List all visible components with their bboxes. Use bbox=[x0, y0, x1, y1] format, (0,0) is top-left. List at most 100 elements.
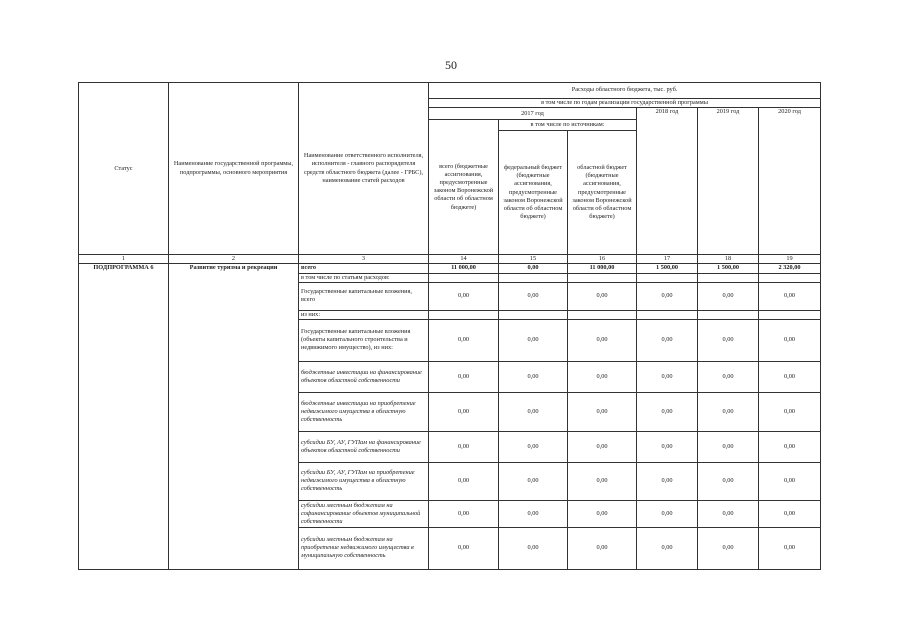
value-cell: 0,00 bbox=[498, 499, 568, 528]
row-label: Государственные капитальные вложения (об… bbox=[298, 318, 429, 362]
value-cell bbox=[757, 309, 822, 320]
table-row: Государственные капитальные вложения (об… bbox=[79, 318, 822, 362]
value-cell: 1 500,00 bbox=[636, 263, 698, 274]
header-by-years: в том числе по годам реализации государс… bbox=[427, 97, 822, 109]
value-cell bbox=[757, 272, 822, 283]
row-label: Государственные капитальные вложения, вс… bbox=[298, 281, 429, 311]
value-cell: 0,00 bbox=[498, 263, 568, 274]
value-cell: 0,00 bbox=[636, 461, 698, 501]
status-cell: ПОДПРОГРАММА 6 bbox=[78, 263, 169, 570]
column-number: 18 bbox=[697, 254, 759, 265]
value-cell: 0,00 bbox=[757, 281, 822, 311]
value-cell: 0,00 bbox=[697, 360, 759, 393]
row-label: из них: bbox=[298, 309, 429, 320]
value-cell: 0,00 bbox=[567, 391, 637, 432]
row-label: субсидии местным бюджетам на софинансиро… bbox=[298, 499, 429, 528]
page-number: 50 bbox=[445, 58, 457, 72]
value-cell: 0,00 bbox=[636, 318, 698, 362]
value-cell bbox=[498, 309, 568, 320]
program-cell: Развитие туризма и рекреации bbox=[168, 263, 299, 570]
budget-table: Статус Наименование государственной прог… bbox=[78, 81, 822, 570]
value-cell: 0,00 bbox=[428, 360, 499, 393]
value-cell: 0,00 bbox=[697, 281, 759, 311]
value-cell: 0,00 bbox=[498, 318, 568, 362]
value-cell: 0,00 bbox=[697, 430, 759, 463]
value-cell: 0,00 bbox=[757, 318, 822, 362]
table-row: ПОДПРОГРАММА 6 Развитие туризма и рекреац… bbox=[78, 263, 822, 570]
value-cell: 0,00 bbox=[636, 281, 698, 311]
value-cell: 0,00 bbox=[697, 461, 759, 501]
table-row: из них: bbox=[79, 309, 822, 320]
value-cell: 0,00 bbox=[757, 430, 822, 463]
value-cell: 0,00 bbox=[757, 461, 822, 501]
column-number: 1 bbox=[78, 254, 169, 265]
column-number: 15 bbox=[498, 254, 568, 265]
row-label: бюджетные инвестиции на финансирование о… bbox=[298, 360, 429, 393]
value-cell bbox=[567, 309, 637, 320]
value-cell: 1 500,00 bbox=[697, 263, 759, 274]
header-2020: 2020 год bbox=[757, 107, 822, 256]
value-cell: 0,00 bbox=[498, 526, 568, 570]
value-cell: 0,00 bbox=[567, 499, 637, 528]
value-cell: 0,00 bbox=[697, 318, 759, 362]
column-number: 14 bbox=[428, 254, 499, 265]
row-label: субсидии БУ, АУ, ГУПам на финансирование… bbox=[298, 430, 429, 463]
value-cell bbox=[636, 309, 698, 320]
value-cell: 0,00 bbox=[498, 430, 568, 463]
value-cell: 0,00 bbox=[697, 526, 759, 570]
value-cell bbox=[428, 309, 499, 320]
header-status: Статус bbox=[78, 81, 169, 256]
header-by-sources: в том числе по источникам: bbox=[498, 119, 637, 132]
table-row: субсидии БУ, АУ, ГУПам на приобретение н… bbox=[79, 461, 822, 501]
value-cell: 0,00 bbox=[498, 461, 568, 501]
row-label: бюджетные инвестиции на приобретение нед… bbox=[298, 391, 429, 432]
header-total: всего (бюджетные ассигнования, предусмот… bbox=[428, 119, 499, 256]
header-federal: федеральный бюджет (бюджетные ассигнован… bbox=[498, 130, 568, 256]
value-cell: 0,00 bbox=[567, 318, 637, 362]
value-cell: 0,00 bbox=[428, 526, 499, 570]
value-cell: 0,00 bbox=[498, 360, 568, 393]
header-2018: 2018 год bbox=[636, 107, 698, 256]
value-cell: 0,00 bbox=[697, 391, 759, 432]
value-cell: 0,00 bbox=[636, 430, 698, 463]
table-row: субсидии местным бюджетам на приобретени… bbox=[79, 526, 822, 570]
value-cell: 0,00 bbox=[498, 391, 568, 432]
value-cell: 0,00 bbox=[567, 526, 637, 570]
value-cell: 0,00 bbox=[757, 499, 822, 528]
header-program-name: Наименование государственной программы, … bbox=[168, 81, 299, 256]
value-cell: 0,00 bbox=[636, 526, 698, 570]
value-cell: 0,00 bbox=[636, 391, 698, 432]
value-cell bbox=[697, 309, 759, 320]
value-cell: 11 000,00 bbox=[428, 263, 499, 274]
table-row: субсидии БУ, АУ, ГУПам на финансирование… bbox=[79, 430, 822, 463]
table-row: Государственные капитальные вложения, вс… bbox=[79, 281, 822, 311]
value-cell: 0,00 bbox=[636, 360, 698, 393]
value-cell: 0,00 bbox=[757, 526, 822, 570]
row-label: всего bbox=[298, 263, 429, 274]
value-cell: 0,00 bbox=[428, 461, 499, 501]
value-cell: 0,00 bbox=[428, 281, 499, 311]
value-cell: 0,00 bbox=[757, 391, 822, 432]
value-cell: 0,00 bbox=[697, 499, 759, 528]
value-cell: 0,00 bbox=[567, 430, 637, 463]
column-number: 19 bbox=[757, 254, 822, 265]
value-cell: 0,00 bbox=[498, 281, 568, 311]
table-row: в том числе по статьям расходов: bbox=[79, 272, 822, 283]
value-cell: 0,00 bbox=[636, 499, 698, 528]
value-cell: 11 000,00 bbox=[567, 263, 637, 274]
row-label: субсидии БУ, АУ, ГУПам на приобретение н… bbox=[298, 461, 429, 501]
value-cell: 0,00 bbox=[428, 499, 499, 528]
value-cell: 2 320,00 bbox=[757, 263, 822, 274]
value-cell bbox=[428, 272, 499, 283]
header-2017: 2017 год bbox=[428, 107, 637, 121]
column-number: 3 bbox=[298, 254, 429, 265]
value-cell bbox=[636, 272, 698, 283]
header-2019: 2019 год bbox=[697, 107, 759, 256]
value-cell: 0,00 bbox=[428, 430, 499, 463]
column-number: 16 bbox=[567, 254, 637, 265]
value-cell: 0,00 bbox=[428, 391, 499, 432]
value-cell: 0,00 bbox=[428, 318, 499, 362]
row-label: субсидии местным бюджетам на приобретени… bbox=[298, 526, 429, 570]
header-executor: Наименование ответственного исполнителя,… bbox=[298, 81, 429, 256]
